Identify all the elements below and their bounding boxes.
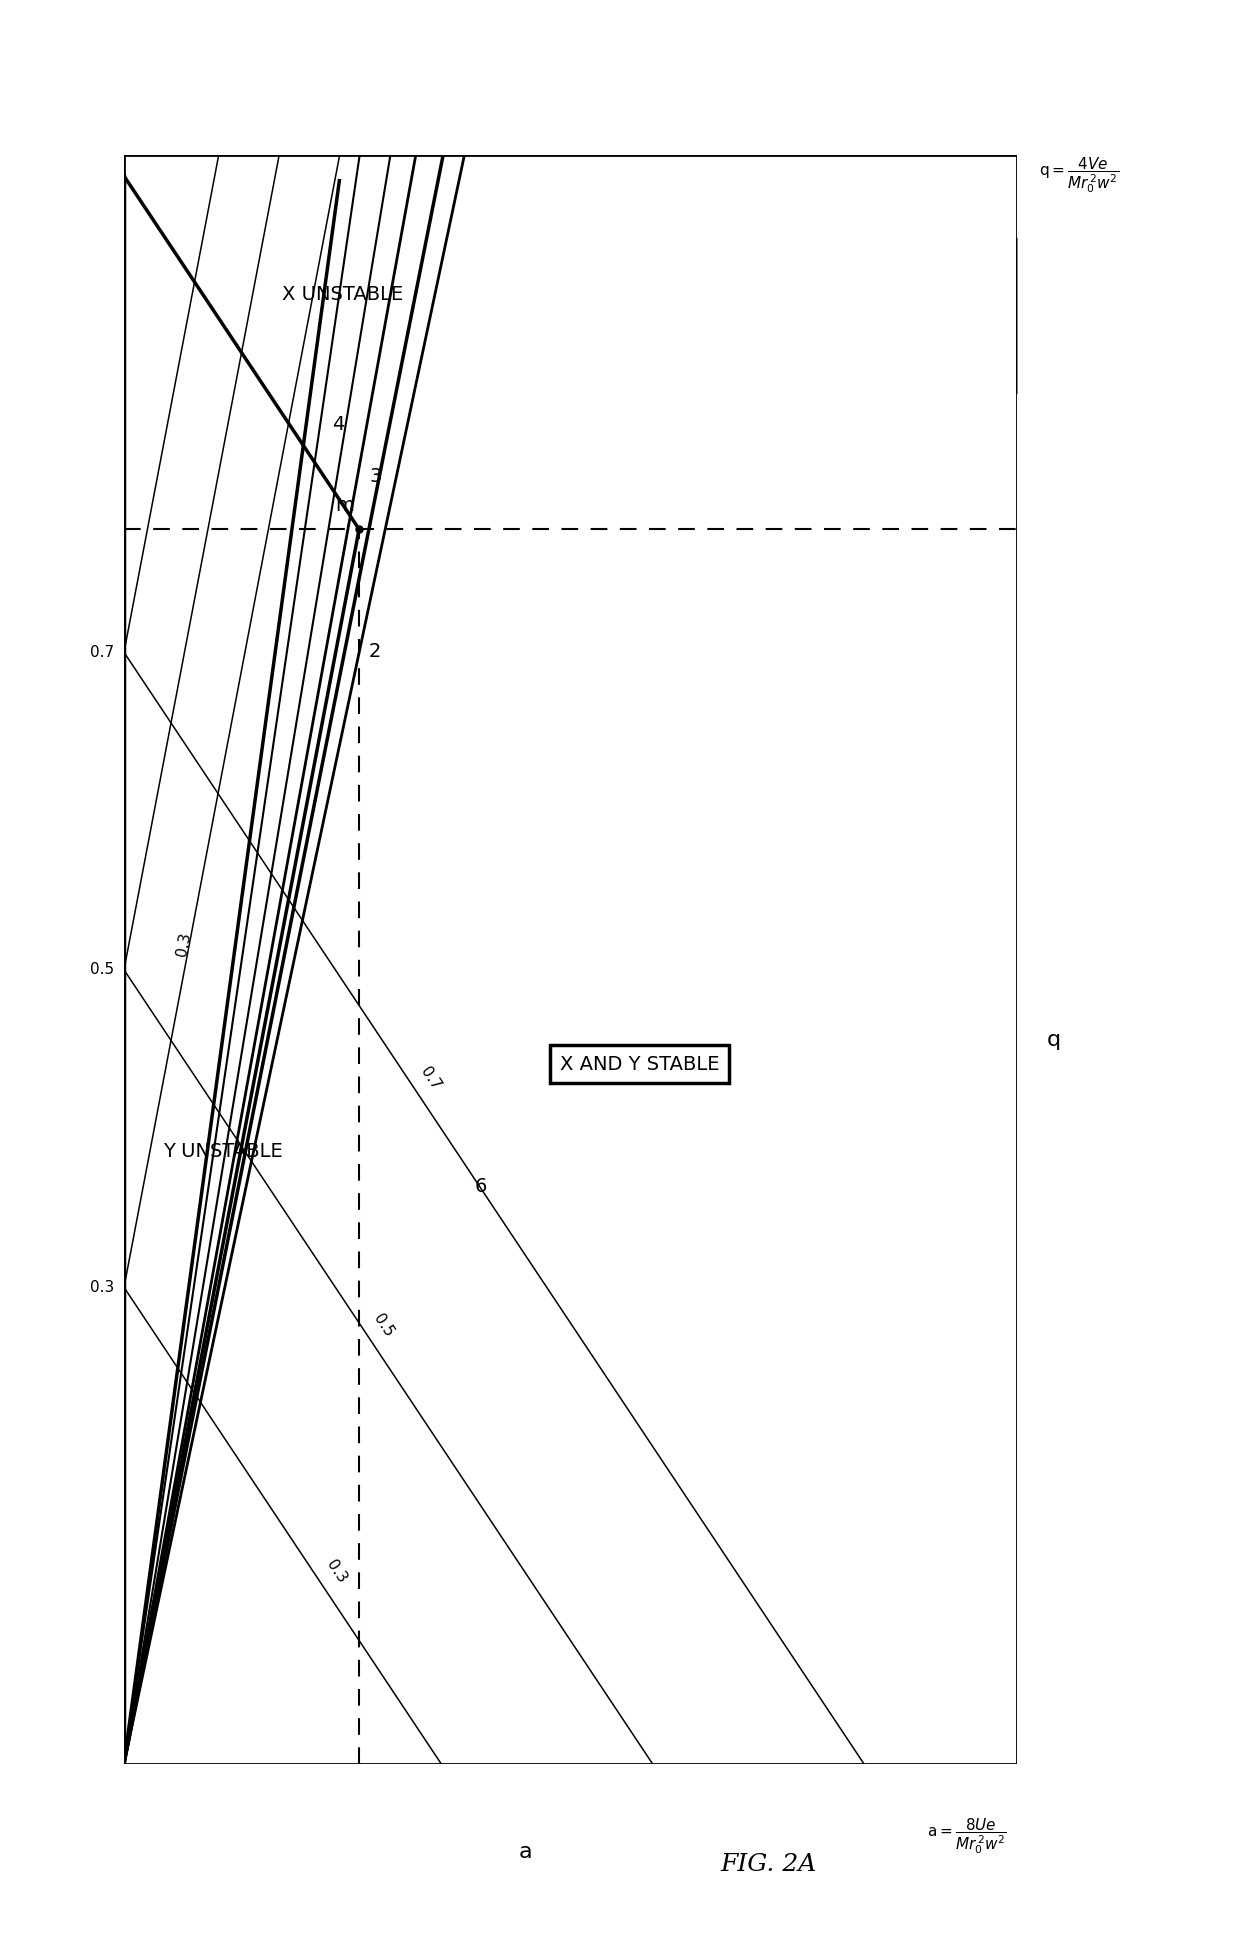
- Text: X UNSTABLE: X UNSTABLE: [281, 285, 403, 304]
- Text: 2: 2: [370, 641, 382, 661]
- Text: 0.5: 0.5: [371, 1310, 397, 1339]
- Text: Y UNSTABLE: Y UNSTABLE: [164, 1141, 283, 1161]
- Text: a: a: [520, 1843, 532, 1862]
- Text: 0.3: 0.3: [324, 1558, 350, 1587]
- Text: 0.5: 0.5: [91, 963, 114, 977]
- Text: FIG. 2A: FIG. 2A: [720, 1853, 817, 1876]
- Text: $\mathrm{q}=\dfrac{4Ve}{Mr_0^{\,2}w^2}$: $\mathrm{q}=\dfrac{4Ve}{Mr_0^{\,2}w^2}$: [1039, 155, 1118, 196]
- Text: m: m: [335, 496, 355, 516]
- Text: 0.7: 0.7: [418, 1064, 444, 1093]
- Text: 4: 4: [332, 415, 345, 434]
- Text: $\mathrm{a}=\dfrac{8Ue}{Mr_0^{\,2}w^2}$: $\mathrm{a}=\dfrac{8Ue}{Mr_0^{\,2}w^2}$: [928, 1816, 1007, 1857]
- Text: 0.7: 0.7: [91, 645, 114, 659]
- Text: 0.3: 0.3: [174, 930, 193, 957]
- Text: q: q: [1047, 1029, 1060, 1050]
- Text: 3: 3: [370, 467, 382, 486]
- Text: 6: 6: [475, 1176, 487, 1196]
- Text: X AND Y STABLE: X AND Y STABLE: [560, 1054, 719, 1074]
- Text: 0.3: 0.3: [89, 1279, 114, 1295]
